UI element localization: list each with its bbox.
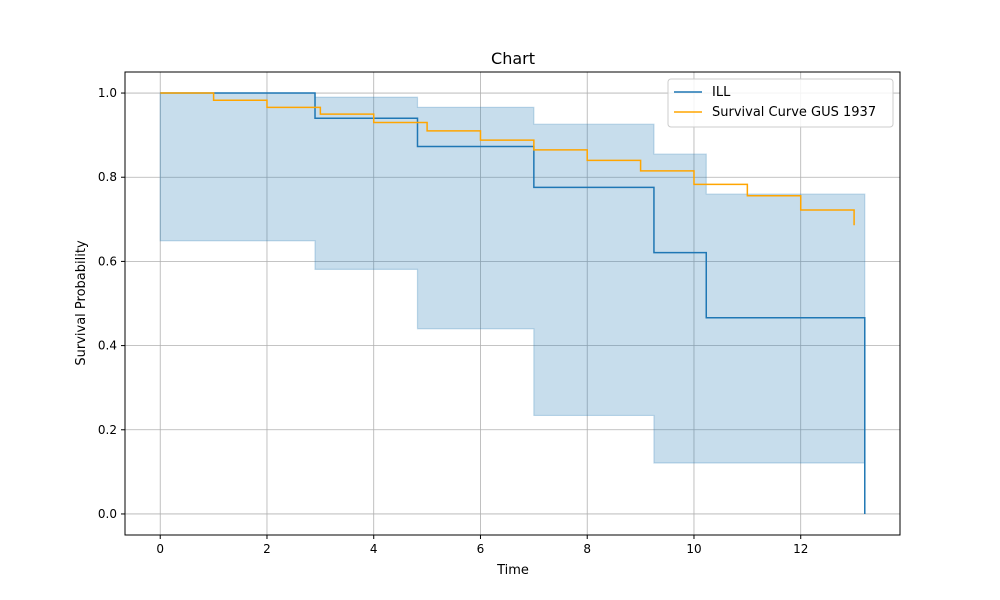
legend-box: [667, 78, 894, 128]
x-tick-label: 2: [263, 542, 271, 556]
y-axis-ticks: 0.0 0.2 0.4 0.6 0.8 1.0: [98, 86, 125, 521]
y-tick-label: 0.6: [98, 254, 117, 268]
x-tick-label: 6: [477, 542, 485, 556]
series-line-0: [160, 92, 866, 514]
legend-label: Survival Curve GUS 1937: [712, 105, 876, 120]
x-tick-label: 8: [583, 542, 591, 556]
confidence-bands: [159, 92, 866, 464]
y-axis-label: Survival Probability: [74, 240, 89, 366]
confidence-band-0: [159, 92, 866, 464]
x-tick-label: 10: [686, 542, 701, 556]
x-tick-label: 0: [156, 542, 164, 556]
y-tick-label: 1.0: [98, 86, 117, 100]
y-tick-label: 0.0: [98, 507, 117, 521]
chart-title: Chart: [491, 49, 535, 68]
series-lines: [160, 92, 866, 514]
y-tick-label: 0.2: [98, 423, 117, 437]
x-tick-label: 12: [793, 542, 808, 556]
x-tick-label: 4: [370, 542, 378, 556]
legend: ILL Survival Curve GUS 1937: [667, 78, 894, 128]
legend-label: ILL: [712, 85, 731, 100]
plot-frame: [124, 71, 901, 536]
y-tick-label: 0.8: [98, 170, 117, 184]
x-axis-ticks: 0 2 4 6 8 10 12: [156, 535, 808, 556]
series-line-1: [160, 92, 855, 226]
y-tick-label: 0.4: [98, 339, 117, 353]
x-axis-label: Time: [496, 563, 529, 578]
